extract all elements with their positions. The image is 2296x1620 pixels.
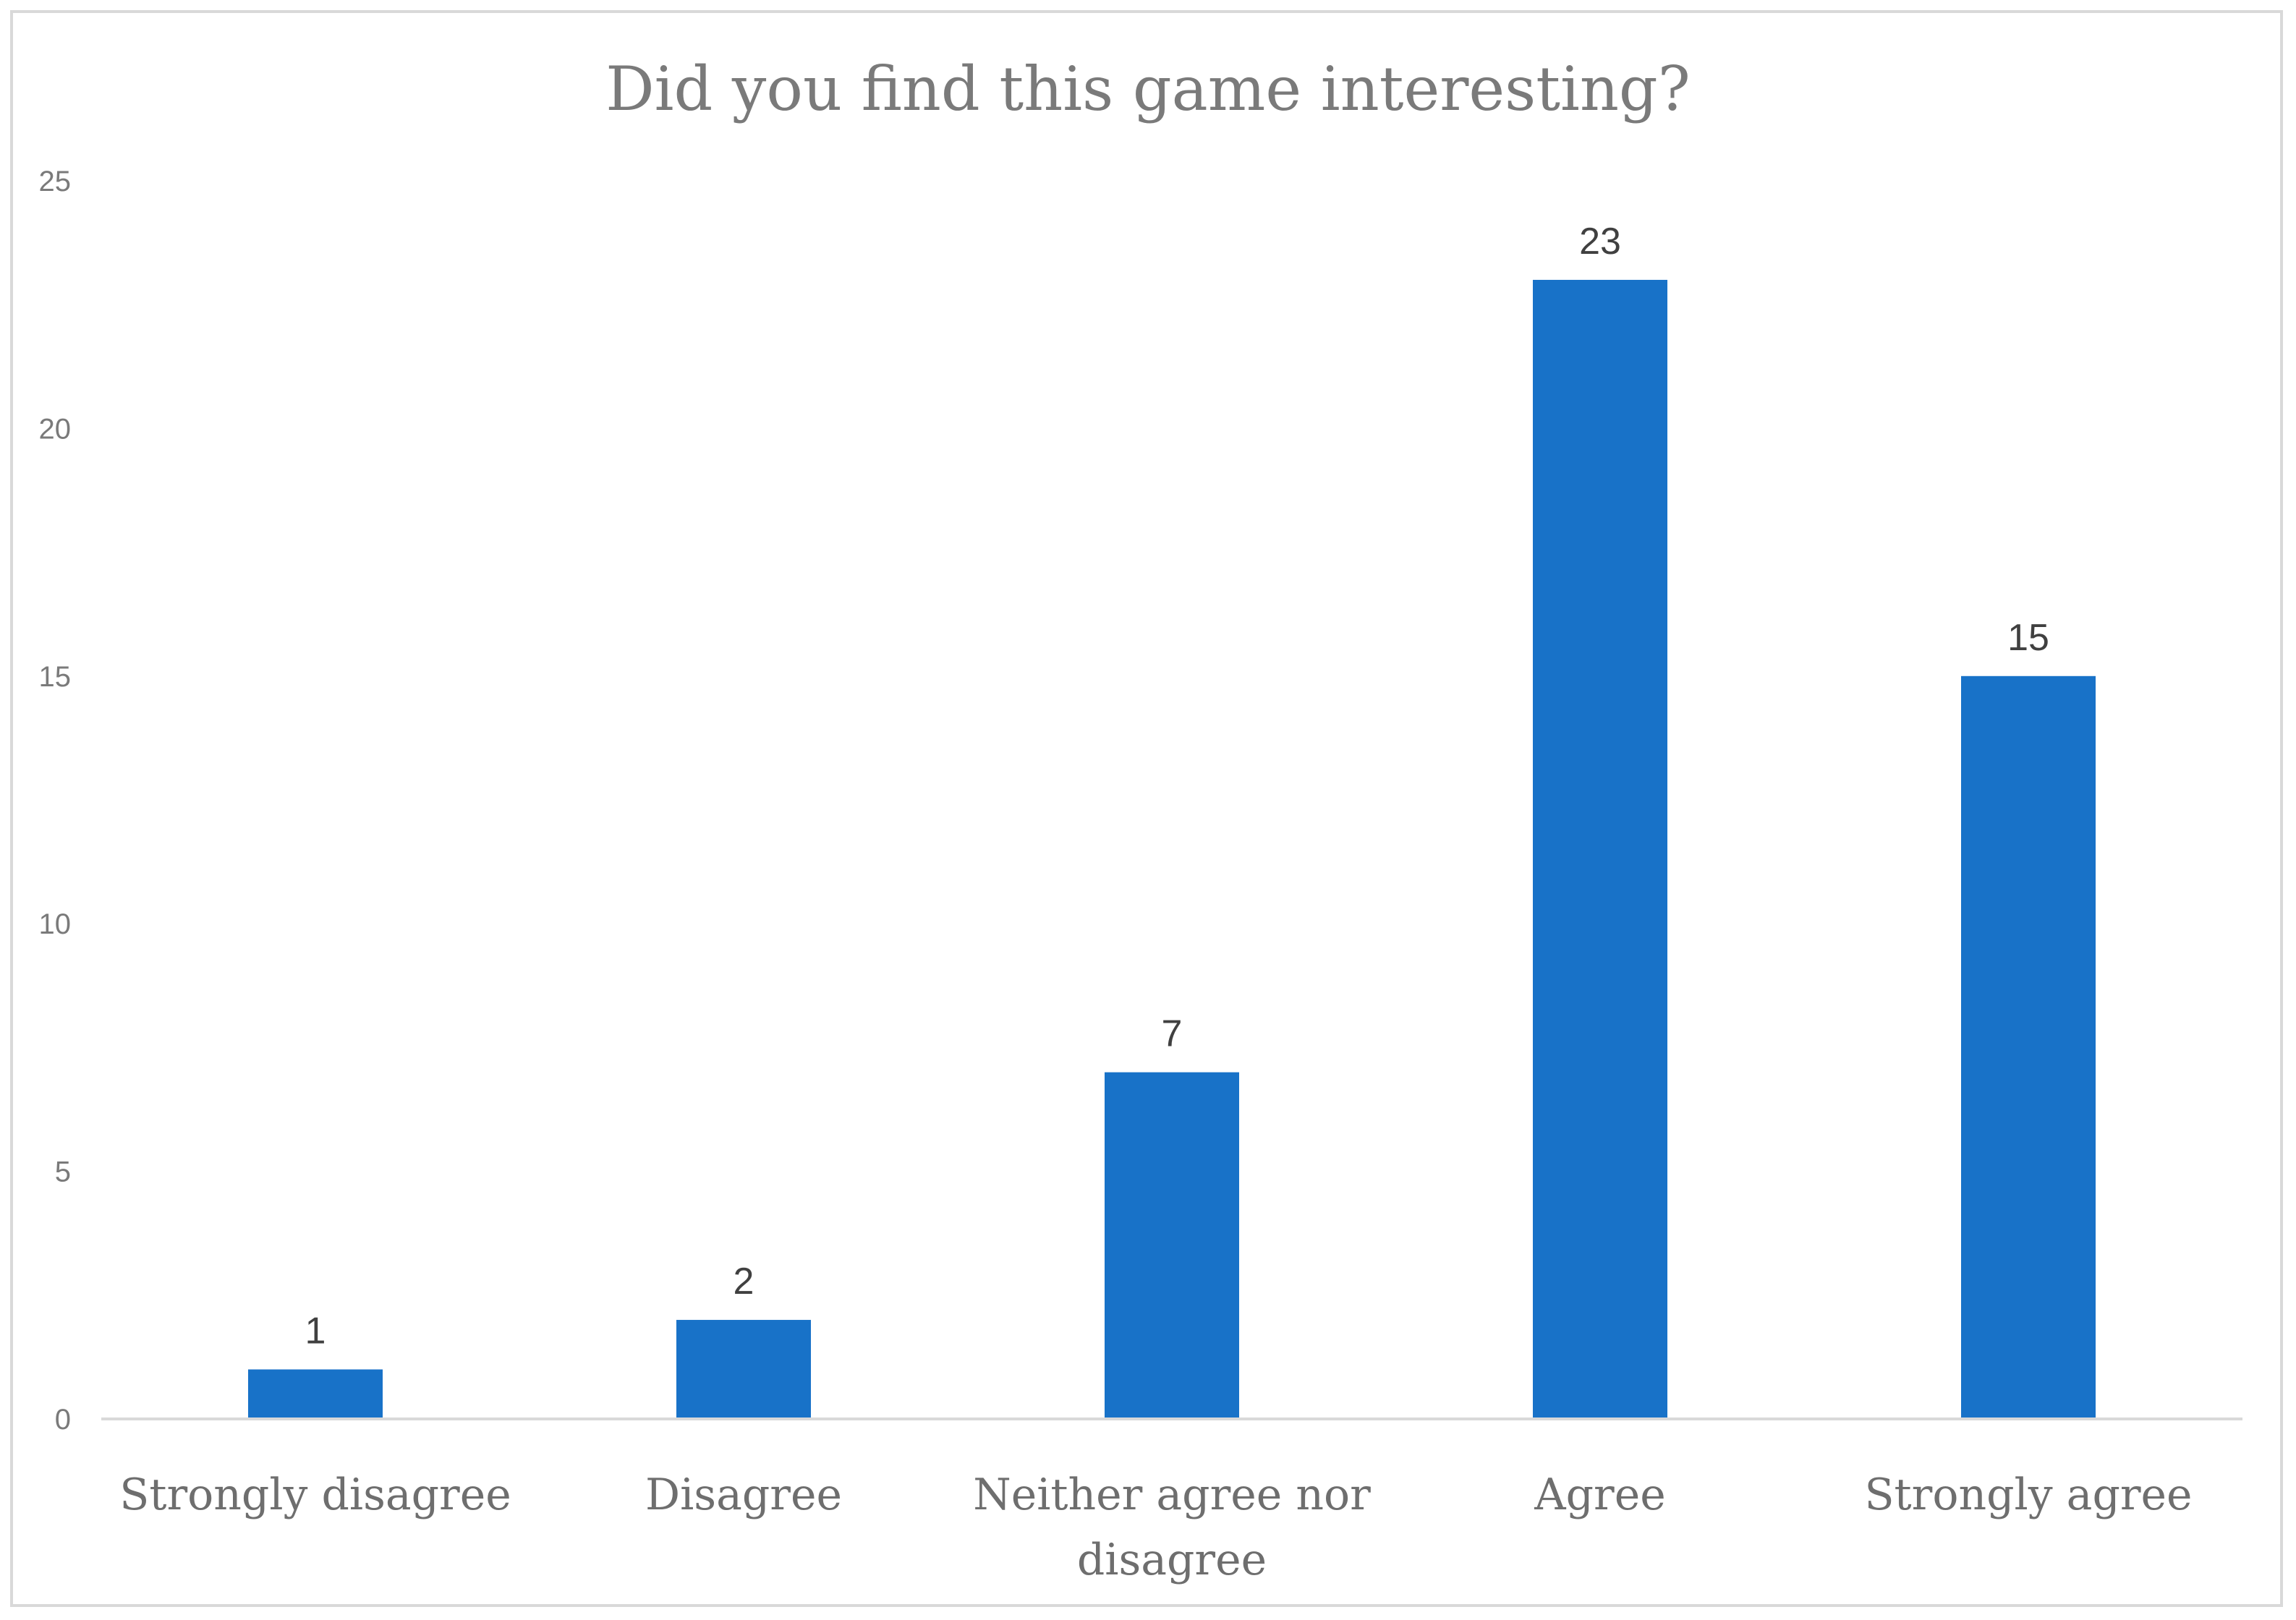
- bar: [248, 1369, 383, 1419]
- y-tick-label: 20: [39, 413, 72, 445]
- x-tick-label: disagree: [1077, 1535, 1267, 1585]
- bar: [1105, 1072, 1239, 1419]
- value-labels: 1 2 7 23 15: [305, 221, 2049, 1352]
- y-tick-label: 0: [55, 1404, 71, 1436]
- bars: [248, 279, 2096, 1420]
- data-label: 7: [1162, 1013, 1183, 1055]
- chart-title: Did you find this game interesting?: [605, 54, 1691, 124]
- x-tick-label: Neither agree nor: [973, 1470, 1371, 1520]
- y-tick-label: 15: [39, 661, 72, 693]
- x-axis: Strongly disagree Disagree Neither agree n…: [101, 1418, 2242, 1585]
- bar: [676, 1320, 811, 1419]
- y-tick-label: 10: [39, 908, 72, 940]
- data-label: 1: [305, 1310, 326, 1352]
- bar: [1961, 675, 2096, 1419]
- data-label: 2: [734, 1261, 754, 1303]
- y-tick-label: 25: [39, 166, 72, 197]
- bar: [1533, 279, 1667, 1420]
- y-tick-label: 5: [55, 1156, 71, 1188]
- x-tick-label: Agree: [1534, 1470, 1665, 1520]
- x-tick-label: Strongly agree: [1864, 1470, 2192, 1520]
- data-label: 15: [2007, 617, 2049, 659]
- y-axis: 0 5 10 15 20 25: [39, 166, 72, 1436]
- x-tick-label: Disagree: [645, 1470, 842, 1520]
- x-tick-label: Strongly disagree: [119, 1470, 511, 1520]
- data-label: 23: [1579, 221, 1621, 263]
